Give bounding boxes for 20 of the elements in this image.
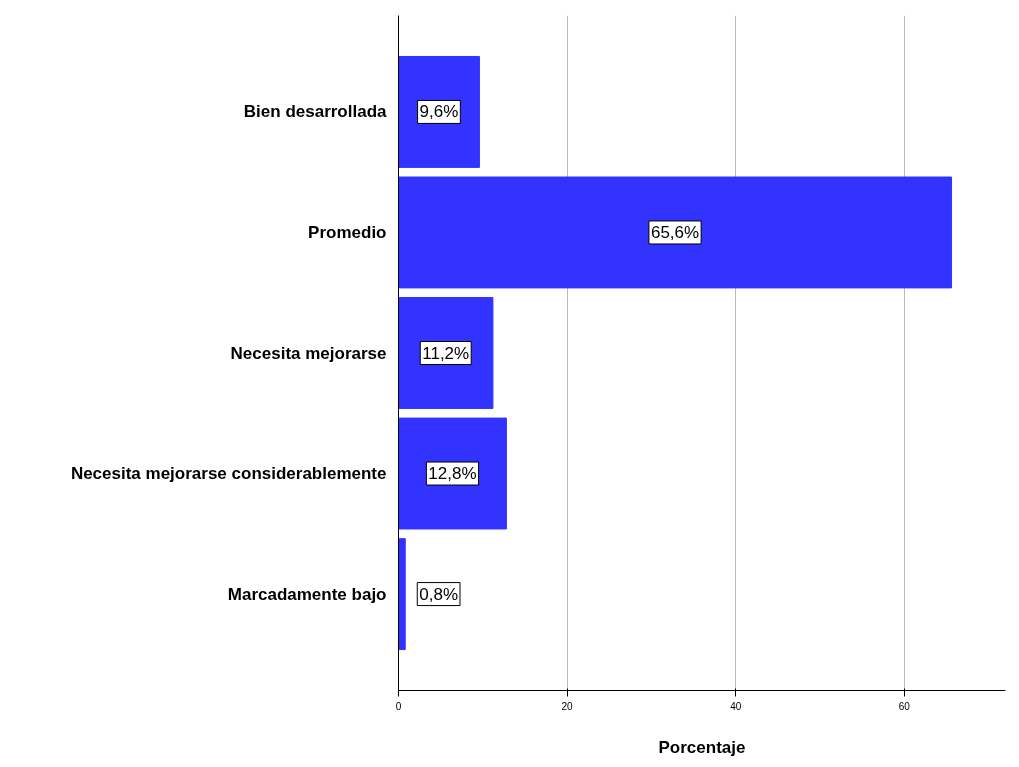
y-tick-label: Necesita mejorarse (230, 343, 387, 363)
y-tick-label: Bien desarrollada (243, 102, 388, 122)
x-tick-label: 60 (898, 700, 911, 712)
data-label: 65,6% (650, 222, 700, 242)
data-label: 0,8% (419, 584, 459, 604)
x-axis-title: Porcentaje (658, 737, 746, 757)
x-tick-label: 20 (561, 700, 574, 712)
bar (398, 55, 480, 168)
bar (398, 538, 406, 651)
bar (398, 176, 953, 289)
y-tick-label: Marcadamente bajo (227, 584, 387, 604)
bar (398, 417, 507, 530)
x-tick-label: 0 (395, 700, 402, 712)
data-label: 9,6% (419, 102, 459, 122)
data-label: 12,8% (428, 464, 477, 484)
data-label: 11,2% (422, 343, 470, 363)
y-tick-label: Necesita mejorarse considerablemente (70, 464, 387, 484)
x-tick-label: 40 (730, 700, 742, 712)
bar (398, 297, 494, 409)
y-tick-label: Promedio (308, 222, 387, 242)
